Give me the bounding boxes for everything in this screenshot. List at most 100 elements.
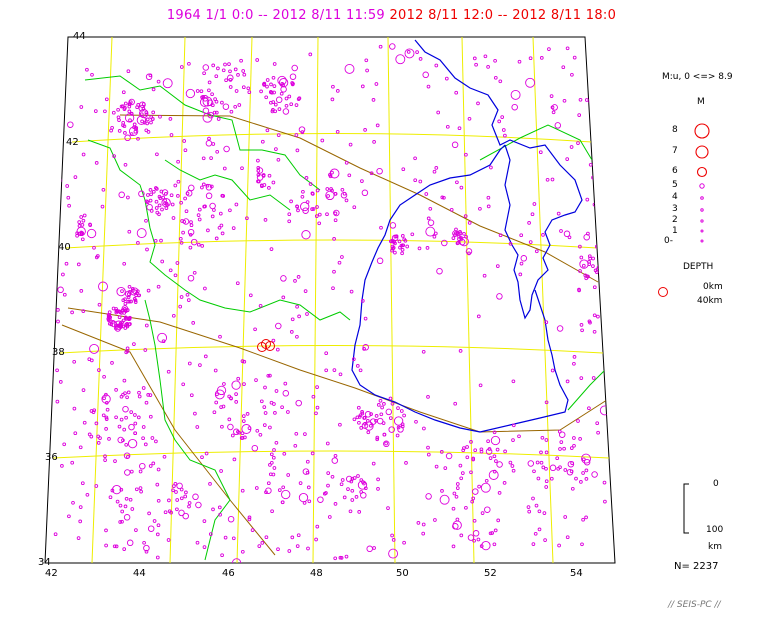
event-dot: [156, 523, 161, 528]
event-dot: [397, 239, 402, 244]
event-dot: [251, 444, 259, 452]
legend-mag-symbol: [695, 145, 709, 159]
event-dot: [81, 309, 86, 313]
event-dot: [256, 158, 260, 163]
event-dot: [476, 101, 480, 106]
event-dot: [254, 378, 258, 382]
event-dot: [591, 124, 596, 129]
event-dot: [572, 55, 577, 60]
event-dot: [62, 292, 67, 297]
event-dot: [175, 507, 179, 512]
event-dot: [141, 102, 146, 106]
event-dot: [76, 262, 81, 267]
event-dot: [188, 245, 193, 250]
event-dot: [269, 82, 273, 87]
event-dot: [188, 184, 195, 192]
event-dot: [196, 213, 201, 217]
event-dot: [330, 170, 334, 175]
event-dot: [556, 211, 561, 216]
event-dot: [185, 190, 193, 197]
event-dot: [276, 157, 281, 162]
event-dot: [101, 413, 106, 418]
mag-label-2: 2: [672, 215, 678, 225]
event-dot: [333, 556, 338, 561]
event-dot: [213, 368, 218, 373]
event-dot: [229, 396, 233, 400]
event-dot: [404, 461, 408, 465]
event-dot: [296, 533, 301, 538]
event-dot: [255, 428, 260, 433]
event-dot: [303, 432, 307, 436]
event-dot: [320, 138, 325, 143]
event-dot: [89, 343, 100, 354]
event-dot: [211, 63, 216, 68]
event-dot: [272, 90, 276, 95]
event-dot: [363, 421, 367, 426]
event-dot: [348, 142, 353, 147]
event-dot: [146, 288, 151, 293]
event-dot: [185, 88, 196, 99]
event-dot: [129, 410, 134, 414]
event-dot: [120, 509, 125, 514]
event-dot: [587, 254, 592, 259]
event-dot: [452, 491, 457, 496]
event-dot: [222, 166, 227, 171]
event-dot: [584, 276, 589, 281]
event-dot: [595, 143, 599, 148]
event-dot: [125, 395, 129, 400]
event-dot: [270, 509, 274, 514]
event-dot: [54, 131, 59, 135]
event-dot: [563, 230, 571, 238]
event-dot: [132, 297, 137, 301]
event-dot: [265, 78, 270, 82]
event-dot: [479, 449, 484, 454]
event-dot: [221, 404, 226, 409]
event-dot: [186, 298, 191, 302]
event-dot: [259, 399, 264, 404]
event-dot: [234, 392, 238, 396]
event-dot: [531, 496, 535, 501]
event-dot: [459, 533, 464, 538]
event-dot: [220, 193, 225, 198]
event-dot: [137, 390, 141, 395]
event-dot: [264, 535, 269, 540]
event-dot: [159, 238, 163, 243]
event-dot: [160, 259, 165, 264]
event-dot: [117, 129, 122, 133]
event-dot: [80, 237, 85, 242]
event-dot: [421, 522, 426, 527]
event-dot: [270, 109, 275, 114]
event-dot: [591, 264, 595, 268]
event-dot: [142, 540, 146, 545]
event-dot: [471, 457, 476, 462]
event-dot: [527, 221, 531, 225]
event-dot: [342, 495, 347, 500]
legend-mag-symbol: [700, 239, 704, 243]
event-dot: [326, 483, 330, 488]
event-dot: [376, 477, 380, 482]
lon-label-46: 46: [222, 568, 235, 579]
event-dot: [405, 244, 410, 249]
event-dot: [227, 515, 235, 523]
event-dot: [55, 177, 63, 184]
event-dot: [306, 485, 311, 490]
event-dot: [511, 423, 516, 428]
event-dot: [470, 499, 475, 504]
event-dot: [271, 455, 276, 460]
event-dot: [122, 547, 127, 551]
event-dot: [151, 461, 156, 466]
event-dot: [364, 411, 372, 418]
event-dot: [293, 279, 297, 283]
event-dot: [122, 261, 127, 266]
event-dot: [304, 176, 309, 180]
event-dot: [459, 185, 464, 190]
event-dot: [460, 471, 465, 475]
event-dot: [230, 433, 235, 438]
event-dot: [187, 501, 192, 505]
event-dot: [511, 103, 518, 111]
event-dot: [354, 495, 359, 499]
event-dot: [262, 423, 267, 427]
event-dot: [305, 200, 310, 204]
event-dot: [156, 79, 161, 84]
event-dot: [393, 241, 397, 246]
